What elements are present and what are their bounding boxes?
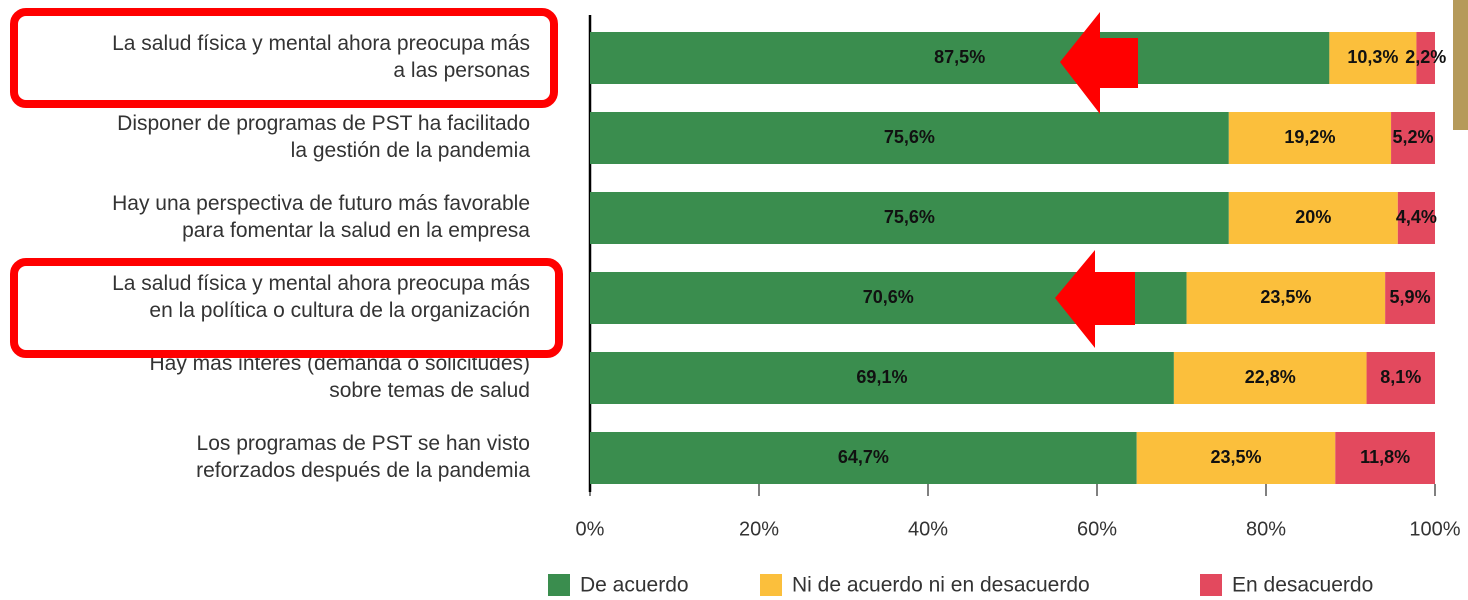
value-label: 70,6% (863, 287, 914, 307)
value-label: 5,2% (1393, 127, 1434, 147)
value-label: 11,8% (1360, 447, 1410, 467)
x-tick-label: 60% (1077, 518, 1117, 540)
value-label: 10,3% (1347, 47, 1398, 67)
value-label: 23,5% (1260, 287, 1311, 307)
value-label: 8,1% (1380, 367, 1421, 387)
legend-label: Ni de acuerdo ni en desacuerdo (792, 574, 1090, 597)
x-tick-label: 20% (739, 518, 779, 540)
category-label: reforzados después de la pandemia (196, 459, 530, 482)
value-label: 23,5% (1210, 447, 1261, 467)
legend-swatch (548, 574, 570, 596)
x-tick-label: 0% (576, 518, 605, 540)
legend-label: De acuerdo (580, 574, 689, 597)
value-label: 5,9% (1390, 287, 1431, 307)
category-label: sobre temas de salud (329, 379, 530, 402)
category-label: La salud física y mental ahora preocupa … (112, 32, 530, 55)
value-label: 4,4% (1396, 207, 1437, 227)
category-label: La salud física y mental ahora preocupa … (112, 272, 530, 295)
category-label: Los programas de PST se han visto (197, 432, 530, 455)
arrow (1055, 250, 1135, 348)
x-tick-label: 40% (908, 518, 948, 540)
value-label: 2,2% (1405, 47, 1446, 67)
legend-swatch (760, 574, 782, 596)
value-label: 75,6% (884, 127, 935, 147)
category-label: a las personas (393, 59, 530, 82)
chart: 0% 20% 40% 60% 80% 100% La salud física y ment… (0, 0, 1468, 600)
value-label: 64,7% (838, 447, 889, 467)
legend-label: En desacuerdo (1232, 574, 1373, 597)
category-label: para fomentar la salud en la empresa (182, 219, 530, 242)
x-tick-label: 100% (1409, 518, 1460, 540)
category-label: Disponer de programas de PST ha facilita… (117, 112, 530, 135)
value-label: 69,1% (856, 367, 907, 387)
category-label: en la política o cultura de la organizac… (149, 299, 530, 322)
value-label: 22,8% (1245, 367, 1296, 387)
value-label: 87,5% (934, 47, 985, 67)
photo-fragment (1453, 0, 1468, 130)
category-label: Hay una perspectiva de futuro más favora… (112, 192, 530, 215)
value-label: 20% (1295, 207, 1331, 227)
x-tick-label: 80% (1246, 518, 1286, 540)
arrow (1060, 12, 1138, 114)
value-label: 19,2% (1284, 127, 1335, 147)
legend-swatch (1200, 574, 1222, 596)
value-label: 75,6% (884, 207, 935, 227)
highlight-box (14, 12, 554, 104)
category-label: la gestión de la pandemia (291, 139, 531, 162)
